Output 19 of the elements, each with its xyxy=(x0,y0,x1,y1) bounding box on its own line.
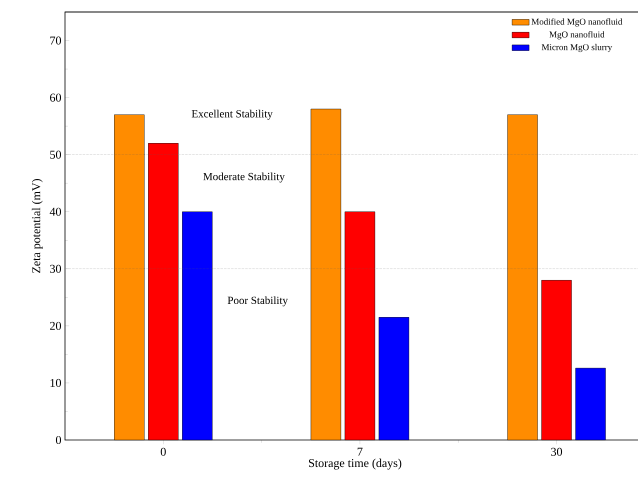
y-tick-label: 10 xyxy=(50,378,62,387)
annotation: Poor Stability xyxy=(228,296,288,306)
y-tick-label: 30 xyxy=(50,264,62,273)
x-tick-label: 0 xyxy=(160,448,166,456)
legend-label: MgO nanofluid xyxy=(549,31,605,40)
y-axis-title: Zeta potential (mV) xyxy=(32,179,43,273)
y-tick-label: 70 xyxy=(50,36,62,45)
annotation: Moderate Stability xyxy=(203,172,285,182)
x-tick-label: 30 xyxy=(551,448,562,456)
legend-label: Modified MgO nanofluid xyxy=(532,18,622,27)
legend-label: Micron MgO slurry xyxy=(542,44,612,52)
annotation: Excellent Stability xyxy=(192,110,273,120)
y-tick-label: 0 xyxy=(56,436,62,444)
x-tick-label: 7 xyxy=(358,448,363,456)
y-tick-label: 60 xyxy=(50,94,62,102)
y-tick-label: 20 xyxy=(50,322,62,330)
x-axis-title: Storage time (days) xyxy=(308,458,402,470)
y-tick-label: 40 xyxy=(50,208,62,216)
y-tick-label: 50 xyxy=(50,150,62,159)
